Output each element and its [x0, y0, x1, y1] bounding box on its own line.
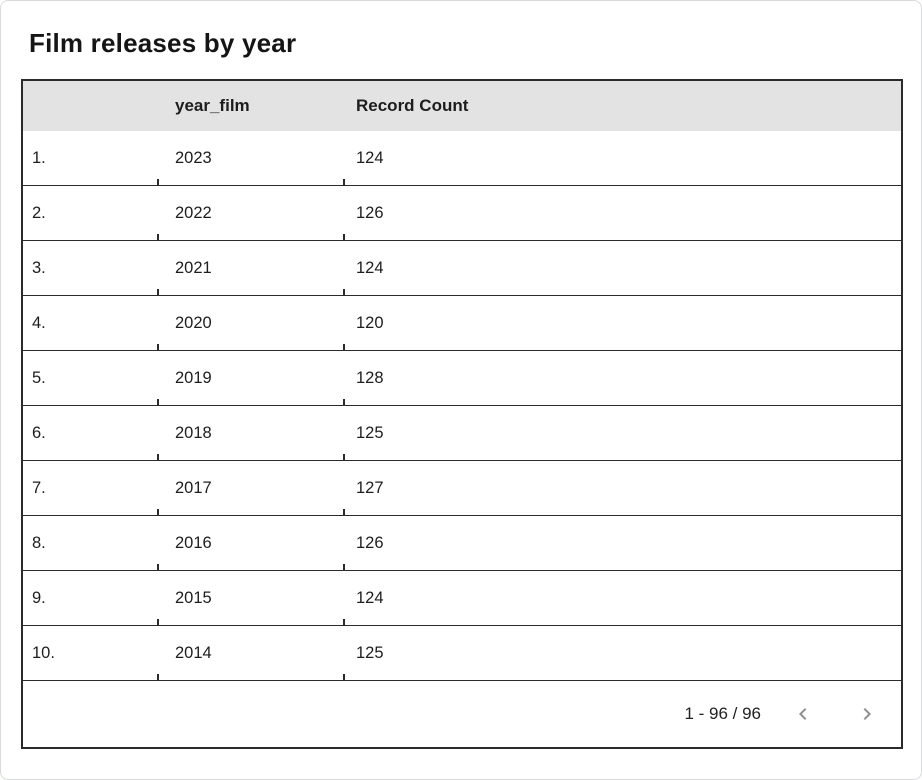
table-header-row: year_film Record Count — [23, 81, 901, 131]
table-row: 6. 2018 125 — [23, 406, 901, 462]
year-film-cell: 2023 — [157, 131, 344, 187]
record-count-cell: 120 — [343, 296, 901, 352]
table-row: 7. 2017 127 — [23, 461, 901, 517]
table-row: 1. 2023 124 — [23, 131, 901, 187]
record-count-cell: 125 — [343, 626, 901, 682]
row-index-cell: 5. — [23, 351, 158, 406]
year-film-cell: 2022 — [157, 186, 344, 242]
table-row: 3. 2021 124 — [23, 241, 901, 297]
row-index-cell: 10. — [23, 626, 158, 681]
record-count-cell: 128 — [343, 351, 901, 407]
record-count-cell: 125 — [343, 406, 901, 462]
year-film-cell: 2021 — [157, 241, 344, 297]
next-page-button[interactable] — [855, 702, 879, 726]
table-row: 5. 2019 128 — [23, 351, 901, 407]
row-index-cell: 7. — [23, 461, 158, 516]
table-row: 2. 2022 126 — [23, 186, 901, 242]
year-film-cell: 2020 — [157, 296, 344, 352]
record-count-cell: 124 — [343, 131, 901, 187]
year-film-cell: 2014 — [157, 626, 344, 682]
previous-page-button[interactable] — [791, 702, 815, 726]
pagination-range-label: 1 - 96 / 96 — [684, 704, 761, 723]
record-count-cell: 127 — [343, 461, 901, 517]
data-table: year_film Record Count 1. 2023 124 2. 20… — [23, 81, 901, 682]
column-header-index — [23, 81, 158, 131]
row-index-cell: 9. — [23, 571, 158, 626]
table-row: 4. 2020 120 — [23, 296, 901, 352]
table-pagination-bar: 1 - 96 / 96 — [23, 681, 901, 747]
row-index-cell: 8. — [23, 516, 158, 571]
column-header-record-count[interactable]: Record Count — [344, 81, 901, 131]
year-film-cell: 2017 — [157, 461, 344, 517]
table-row: 8. 2016 126 — [23, 516, 901, 572]
record-count-cell: 124 — [343, 241, 901, 297]
row-index-cell: 6. — [23, 406, 158, 461]
record-count-cell: 126 — [343, 516, 901, 572]
column-header-year-film[interactable]: year_film — [158, 81, 344, 131]
record-count-cell: 124 — [343, 571, 901, 627]
data-table-container: year_film Record Count 1. 2023 124 2. 20… — [21, 79, 903, 749]
year-film-cell: 2015 — [157, 571, 344, 627]
row-index-cell: 1. — [23, 131, 158, 186]
row-index-cell: 2. — [23, 186, 158, 241]
chevron-right-icon — [855, 702, 879, 726]
table-row: 9. 2015 124 — [23, 571, 901, 627]
row-index-cell: 3. — [23, 241, 158, 296]
year-film-cell: 2016 — [157, 516, 344, 572]
page-title: Film releases by year — [29, 28, 297, 58]
table-row: 10. 2014 125 — [23, 626, 901, 682]
row-index-cell: 4. — [23, 296, 158, 351]
year-film-cell: 2019 — [157, 351, 344, 407]
year-film-cell: 2018 — [157, 406, 344, 462]
chevron-left-icon — [791, 702, 815, 726]
record-count-cell: 126 — [343, 186, 901, 242]
